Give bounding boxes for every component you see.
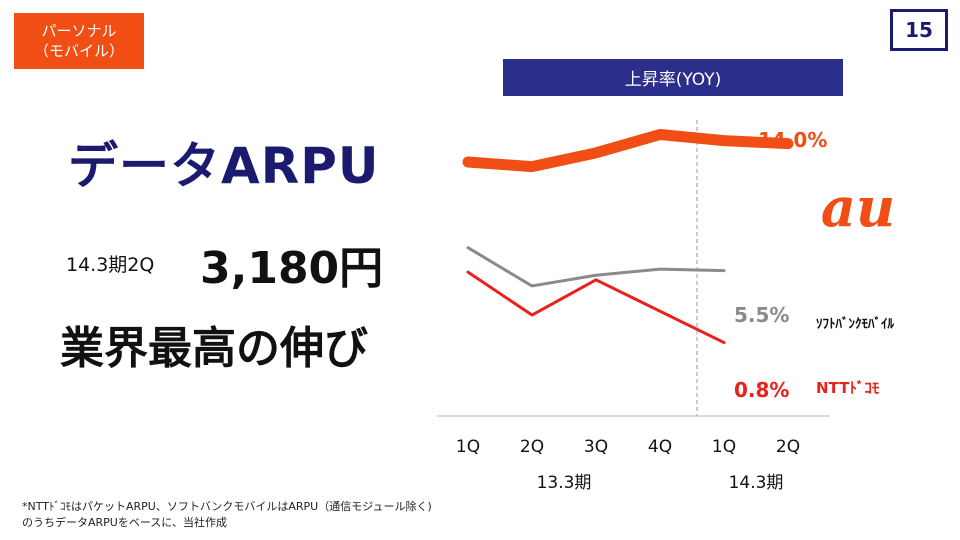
category-line1: パーソナル bbox=[41, 22, 117, 40]
x-tick-label: 1Q bbox=[712, 437, 736, 457]
series-line-0 bbox=[462, 128, 794, 173]
period-label: 14.3期2Q bbox=[66, 254, 155, 276]
series-end-label-0: 14.0% bbox=[758, 128, 827, 152]
x-tick-label: 3Q bbox=[584, 437, 608, 457]
page-number: 15 bbox=[890, 9, 948, 51]
headline: データARPU bbox=[68, 137, 380, 195]
series-line-2 bbox=[466, 270, 726, 345]
au-logo: au bbox=[821, 175, 895, 239]
x-tick-label: 1Q bbox=[456, 437, 480, 457]
category-line2: （モバイル） bbox=[33, 42, 124, 60]
tagline: 業界最高の伸び bbox=[60, 323, 368, 374]
softbank-legend-label: ｿﾌﾄﾊﾞﾝｸﾓﾊﾞｲﾙ bbox=[816, 316, 895, 332]
footnote-line2: のうちデータARPUをベースに、当社作成 bbox=[22, 516, 227, 529]
footnote: *NTTﾄﾞｺﾓはパケットARPU、ソフトバンクモバイルはARPU（通信モジュー… bbox=[22, 499, 432, 531]
x-tick-label: 4Q bbox=[648, 437, 672, 457]
yoy-banner: 上昇率(YOY) bbox=[503, 59, 843, 96]
category-badge: パーソナル （モバイル） bbox=[14, 13, 144, 69]
arpu-value: 3,180円 bbox=[200, 243, 384, 294]
x-tick-label: 2Q bbox=[520, 437, 544, 457]
series-end-label-1: 5.5% bbox=[734, 303, 789, 327]
period-group-label: 14.3期 bbox=[729, 473, 784, 493]
docomo-legend-label: NTTﾄﾞｺﾓ bbox=[816, 379, 880, 397]
series-end-label-2: 0.8% bbox=[734, 378, 789, 402]
footnote-line1: *NTTﾄﾞｺﾓはパケットARPU、ソフトバンクモバイルはARPU（通信モジュー… bbox=[22, 500, 432, 513]
x-tick-label: 2Q bbox=[776, 437, 800, 457]
series-line-1 bbox=[466, 246, 726, 288]
period-group-label: 13.3期 bbox=[537, 473, 592, 493]
